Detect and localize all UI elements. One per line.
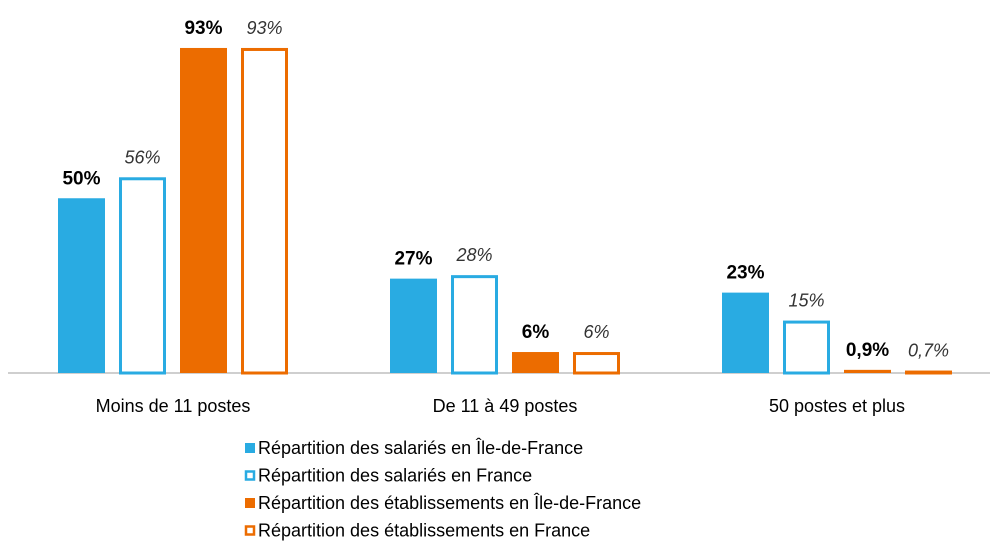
data-label: 6%	[522, 322, 550, 343]
bar	[783, 320, 830, 375]
x-tick-label: Moins de 11 postes	[96, 396, 251, 416]
data-label: 93%	[184, 18, 222, 39]
legend-swatch	[245, 498, 255, 508]
bar	[451, 275, 498, 375]
bar	[241, 47, 288, 375]
bar	[390, 278, 437, 373]
data-label: 27%	[394, 249, 432, 270]
bar	[119, 177, 166, 375]
bar	[844, 369, 891, 373]
bar	[512, 352, 559, 373]
legend-label: Répartition des établissements en Île-de…	[258, 493, 641, 513]
data-label: 0,9%	[846, 340, 889, 361]
bar	[180, 47, 227, 374]
bar	[58, 198, 105, 373]
legend-swatch	[244, 525, 256, 536]
legend-swatch	[244, 470, 256, 481]
bar	[573, 352, 620, 375]
legend-swatch	[245, 443, 255, 453]
bar	[722, 292, 769, 373]
data-label: 56%	[124, 147, 160, 167]
data-label: 50%	[62, 168, 100, 189]
data-label: 93%	[246, 18, 282, 38]
x-tick-label: De 11 à 49 postes	[433, 396, 578, 416]
bar	[905, 370, 952, 375]
data-label: 15%	[788, 291, 824, 311]
legend-label: Répartition des établissements en France	[258, 521, 590, 541]
x-tick-label: 50 postes et plus	[769, 396, 905, 416]
legend-label: Répartition des salariés en Île-de-Franc…	[258, 438, 583, 458]
data-label: 28%	[455, 245, 492, 265]
data-label: 23%	[726, 263, 764, 284]
data-label: 6%	[583, 322, 609, 342]
legend-label: Répartition des salariés en France	[258, 466, 532, 486]
data-label: 0,7%	[908, 341, 949, 361]
